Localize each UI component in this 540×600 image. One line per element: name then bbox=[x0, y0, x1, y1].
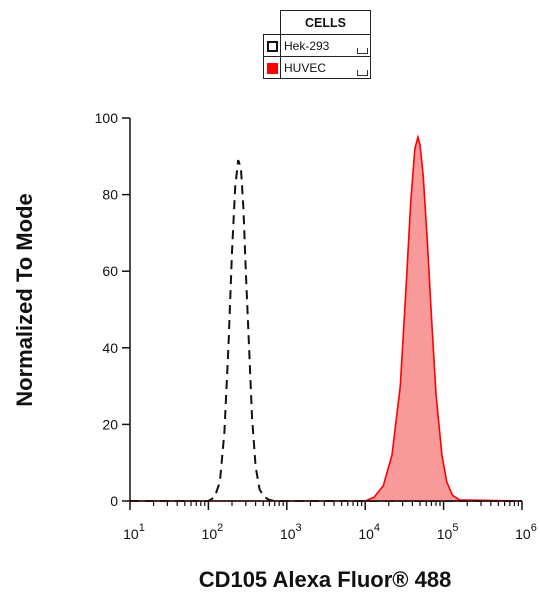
series-huvec-area bbox=[130, 134, 523, 502]
x-axis-label: CD105 Alexa Fluor® 488 bbox=[199, 567, 452, 592]
y-axis-label: Normalized To Mode bbox=[12, 193, 37, 407]
y-tick-label: 20 bbox=[102, 416, 118, 432]
series-hek293-line bbox=[130, 159, 522, 502]
legend-label-hek293: Hek-293 bbox=[284, 38, 330, 53]
y-tick-label: 60 bbox=[102, 263, 118, 279]
x-tick-label: 105 bbox=[437, 522, 459, 542]
axes-layer: 0 20 40 60 80 100 101 102 103 104 105 106 bbox=[95, 110, 537, 542]
legend-entry-marker bbox=[357, 48, 368, 54]
x-tick-label: 104 bbox=[358, 522, 380, 542]
x-tick-label: 106 bbox=[515, 522, 537, 542]
x-tick-label: 101 bbox=[123, 522, 145, 542]
y-tick-label: 40 bbox=[102, 340, 118, 356]
legend-swatch-huvec bbox=[266, 62, 278, 74]
legend-entry-huvec: HUVEC bbox=[263, 56, 371, 79]
x-tick-label: 102 bbox=[202, 522, 224, 542]
legend-entry-marker bbox=[357, 70, 368, 76]
x-tick-label: 103 bbox=[280, 522, 302, 542]
y-tick-label: 0 bbox=[110, 493, 118, 509]
y-tick-label: 80 bbox=[102, 187, 118, 203]
legend-swatch-hek293 bbox=[266, 40, 278, 52]
series-layer bbox=[130, 134, 523, 502]
legend-label-huvec: HUVEC bbox=[284, 60, 327, 75]
y-tick-label: 100 bbox=[95, 110, 119, 126]
legend: CELLS Hek-293 HUVEC bbox=[263, 10, 371, 79]
